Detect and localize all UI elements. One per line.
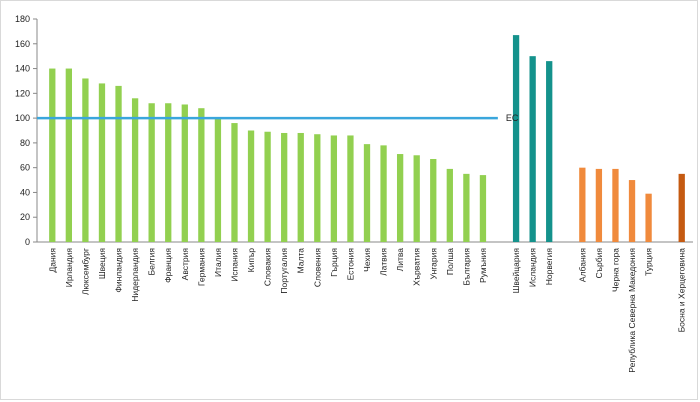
- bar: [314, 134, 321, 242]
- x-tick-label: Полша: [445, 248, 455, 275]
- x-tick-label: Сърбия: [594, 248, 604, 279]
- x-tick-label: Босна и Херцеговина: [677, 248, 687, 333]
- x-tick-label: Испания: [229, 248, 239, 282]
- category-labels: Дания Ирландия Люксембург Швеция Финландия Ни…: [47, 248, 686, 373]
- x-tick-label: Кипър: [246, 248, 256, 273]
- x-tick-label: Гърция: [329, 248, 339, 277]
- x-tick-label: Швеция: [97, 248, 107, 280]
- x-tick-label: Република Северна Македония: [627, 248, 637, 373]
- bar: [115, 85, 122, 243]
- y-tick-label: 160: [15, 39, 30, 49]
- x-tick-label: Нидерландия: [130, 248, 140, 302]
- y-tick-label: 0: [25, 237, 30, 247]
- x-tick-label: Германия: [196, 248, 206, 287]
- x-tick-label: Швейцария: [511, 248, 521, 294]
- bar: [148, 103, 155, 242]
- bars: [49, 35, 685, 243]
- bar: [579, 167, 586, 242]
- x-tick-label: Белгия: [147, 248, 157, 276]
- x-tick-label: Ирландия: [64, 248, 74, 288]
- x-tick-label: Исландия: [528, 248, 538, 287]
- bar: [330, 135, 338, 242]
- x-tick-label: Естония: [345, 248, 355, 281]
- x-tick-label: Италия: [213, 248, 223, 277]
- x-tick-label: Хърватия: [412, 248, 422, 286]
- x-tick-label: Австрия: [180, 248, 190, 281]
- bar: [231, 123, 238, 242]
- bar: [363, 144, 371, 242]
- x-tick-label: Португалия: [279, 248, 289, 294]
- x-tick-label: Черна гора: [610, 248, 620, 292]
- x-tick-label: Словения: [312, 248, 322, 288]
- reference-line-group: ЕС: [37, 113, 519, 123]
- bar: [181, 104, 188, 242]
- x-tick-label: Норвегия: [544, 248, 554, 286]
- bar: [430, 158, 437, 242]
- bar: [446, 168, 453, 242]
- x-tick-label: Латвия: [379, 248, 389, 276]
- x-tick-label: Румъния: [478, 248, 488, 283]
- bar: [247, 130, 255, 242]
- bar: [214, 118, 222, 242]
- y-tick-label: 180: [15, 14, 30, 24]
- x-tick-label: Финландия: [114, 248, 124, 293]
- bar: [529, 56, 536, 242]
- x-tick-label: България: [461, 248, 471, 286]
- bar: [198, 108, 205, 242]
- x-tick-label: Люксембург: [80, 248, 90, 295]
- bar: [347, 135, 354, 242]
- bar: [595, 168, 603, 242]
- y-tick-label: 140: [15, 64, 30, 74]
- bar: [264, 131, 271, 242]
- x-tick-label: Малта: [296, 248, 306, 274]
- x-tick-label: Франция: [163, 248, 173, 283]
- bar: [463, 173, 470, 242]
- y-tick-label: 120: [15, 88, 30, 98]
- bar: [612, 168, 619, 242]
- bar: [49, 68, 56, 242]
- bar: [380, 145, 387, 242]
- bar: [297, 132, 304, 242]
- x-tick-label: Турция: [644, 248, 654, 276]
- bar: [678, 173, 685, 242]
- x-tick-label: Литва: [395, 248, 405, 272]
- x-tick-label: Дания: [47, 248, 57, 273]
- bar: [98, 83, 106, 242]
- x-tick-label: Словакия: [263, 248, 273, 287]
- bar: [281, 132, 288, 242]
- bar: [65, 68, 72, 242]
- bar: [645, 193, 652, 242]
- x-tick-label: Унгария: [428, 248, 438, 280]
- bar: [82, 78, 89, 242]
- y-tick-label: 60: [20, 163, 30, 173]
- bar: [396, 154, 404, 242]
- reference-line-label: ЕС: [506, 113, 519, 123]
- bar: [628, 180, 636, 242]
- bar: [546, 61, 553, 242]
- bar: [479, 175, 487, 242]
- bar: [165, 103, 172, 242]
- y-tick-label: 100: [15, 113, 30, 123]
- x-tick-label: Албания: [577, 248, 587, 282]
- y-tick-label: 40: [20, 187, 30, 197]
- y-tick-label: 80: [20, 138, 30, 148]
- bar: [413, 155, 420, 242]
- bar: [512, 35, 520, 242]
- y-tick-label: 20: [20, 212, 30, 222]
- x-tick-label: Чехия: [362, 248, 372, 272]
- bar: [131, 98, 139, 243]
